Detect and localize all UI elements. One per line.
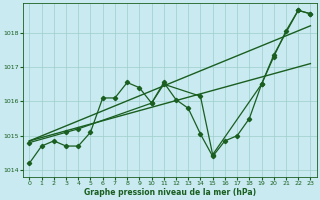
X-axis label: Graphe pression niveau de la mer (hPa): Graphe pression niveau de la mer (hPa) [84, 188, 256, 197]
